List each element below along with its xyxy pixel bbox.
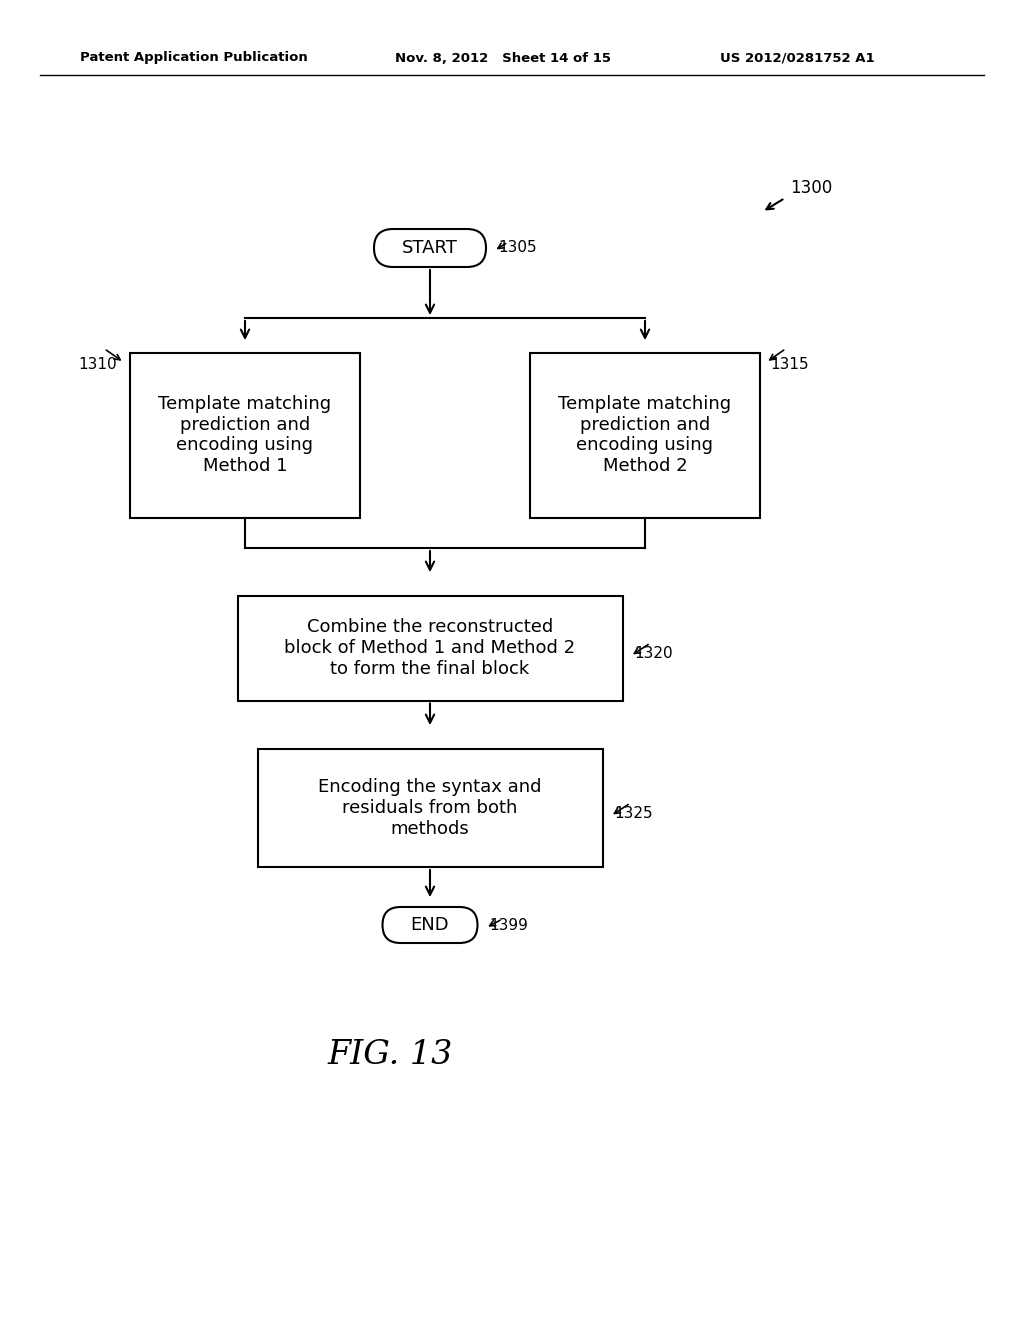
Text: Template matching
prediction and
encoding using
Method 1: Template matching prediction and encodin… <box>159 395 332 475</box>
Text: 1300: 1300 <box>790 180 833 197</box>
Text: 1399: 1399 <box>489 917 528 932</box>
Text: Nov. 8, 2012   Sheet 14 of 15: Nov. 8, 2012 Sheet 14 of 15 <box>395 51 611 65</box>
FancyBboxPatch shape <box>238 595 623 701</box>
FancyBboxPatch shape <box>257 748 602 867</box>
Text: Combine the reconstructed
block of Method 1 and Method 2
to form the final block: Combine the reconstructed block of Metho… <box>285 618 575 677</box>
Text: START: START <box>402 239 458 257</box>
FancyBboxPatch shape <box>130 352 360 517</box>
FancyBboxPatch shape <box>530 352 760 517</box>
Text: 1310: 1310 <box>78 356 117 372</box>
Text: 1320: 1320 <box>635 645 673 660</box>
Text: FIG. 13: FIG. 13 <box>328 1039 453 1071</box>
Text: Patent Application Publication: Patent Application Publication <box>80 51 308 65</box>
Text: Encoding the syntax and
residuals from both
methods: Encoding the syntax and residuals from b… <box>318 779 542 838</box>
FancyBboxPatch shape <box>383 907 477 942</box>
Text: US 2012/0281752 A1: US 2012/0281752 A1 <box>720 51 874 65</box>
FancyBboxPatch shape <box>374 228 486 267</box>
Text: 1315: 1315 <box>770 356 809 372</box>
Text: END: END <box>411 916 450 935</box>
Text: 1325: 1325 <box>614 805 653 821</box>
Text: 1305: 1305 <box>498 240 537 256</box>
Text: Template matching
prediction and
encoding using
Method 2: Template matching prediction and encodin… <box>558 395 731 475</box>
